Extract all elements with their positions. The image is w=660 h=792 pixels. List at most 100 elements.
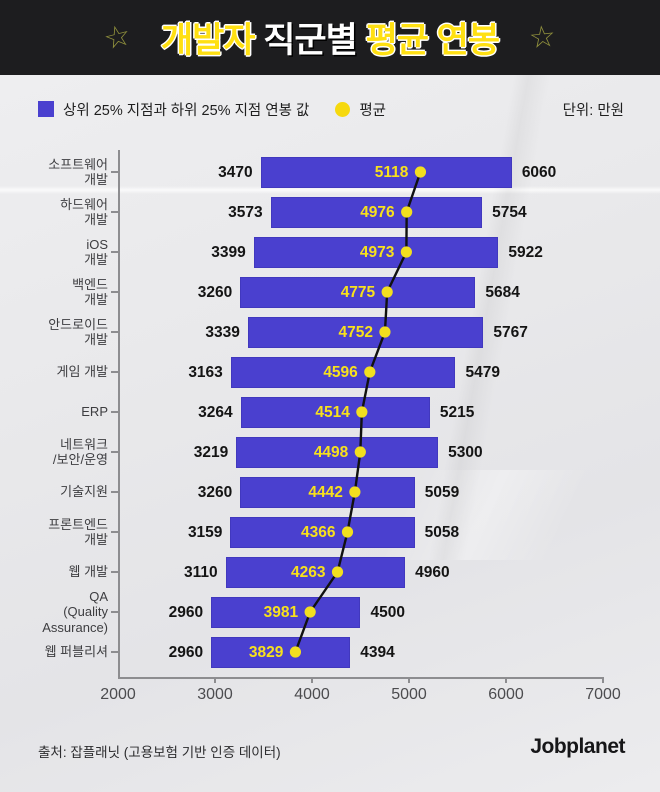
min-value-label: 3260: [197, 483, 233, 501]
average-value-label: 3829: [248, 643, 284, 661]
page-title: 개발자 직군별 평균 연봉: [160, 12, 501, 63]
legend-average-dot-icon: [335, 101, 351, 117]
category-label: ERP: [81, 404, 108, 420]
paper-crease: [0, 60, 660, 560]
min-value-label: 3260: [197, 283, 233, 301]
min-value-label: 3399: [211, 243, 246, 261]
source-note: 출처: 잡플래닛 (고용보험 기반 인증 데이터): [38, 745, 281, 760]
max-value-label: 5767: [493, 323, 528, 341]
header-bar: ☆ 개발자 직군별 평균 연봉 ☆: [0, 0, 660, 75]
range-bar: [247, 316, 484, 348]
category-tick: [111, 571, 118, 573]
average-dot: [356, 406, 368, 418]
average-dot: [354, 446, 366, 458]
x-axis-tick-label: 6000: [488, 686, 524, 703]
average-value-label: 4596: [323, 363, 358, 381]
max-value-label: 5479: [465, 363, 500, 381]
max-value-label: 4394: [360, 643, 395, 661]
max-value-label: 5300: [448, 443, 483, 461]
x-axis-tick: [602, 677, 604, 683]
average-value-label: 4514: [315, 403, 350, 421]
star-icon: ☆: [100, 17, 135, 57]
average-value-label: 4976: [360, 203, 395, 221]
jobplanet-logo: Jobplanet: [530, 735, 625, 758]
max-value-label: 4500: [370, 603, 405, 621]
average-dot: [304, 606, 316, 618]
max-value-label: 4960: [415, 563, 450, 581]
min-value-label: 3339: [205, 323, 240, 341]
x-axis-tick-label: 7000: [585, 686, 621, 703]
category-tick: [111, 171, 118, 173]
category-label: 웹 개발: [68, 564, 109, 580]
legend-range-swatch: [38, 101, 54, 117]
min-value-label: 3264: [198, 403, 233, 421]
category-tick: [111, 331, 118, 333]
average-trend-line: [294, 171, 422, 653]
category-tick: [111, 491, 118, 493]
max-value-label: 5215: [439, 403, 475, 421]
x-axis-tick-label: 2000: [100, 686, 136, 703]
average-value-label: 4752: [338, 323, 373, 341]
paper-crease: [0, 186, 660, 194]
average-value-label: 4775: [340, 283, 376, 301]
legend-range-label: 상위 25% 지점과 하위 25% 지점 연봉 값: [63, 102, 310, 119]
average-dot: [379, 326, 391, 338]
average-dot: [349, 486, 361, 498]
category-tick: [111, 371, 118, 373]
star-icon: ☆: [527, 19, 558, 55]
x-axis-tick: [505, 677, 507, 683]
category-label: 소프트웨어 개발: [48, 156, 108, 188]
x-axis-tick: [214, 677, 216, 683]
title-part-developer: 개발자: [160, 21, 264, 60]
average-dot: [381, 286, 393, 298]
average-value-label: 4366: [301, 523, 336, 541]
range-bar: [240, 476, 415, 508]
x-axis-tick-label: 5000: [391, 686, 427, 703]
range-bar: [240, 276, 476, 308]
average-dot: [331, 566, 344, 578]
min-value-label: 2960: [168, 643, 204, 661]
category-label: 웹 퍼블리셔: [44, 644, 108, 660]
range-bar: [211, 636, 351, 668]
range-bar: [225, 556, 406, 588]
range-bar: [211, 596, 361, 628]
category-label: 게임 개발: [56, 364, 108, 380]
average-dot: [364, 366, 376, 378]
min-value-label: 3573: [228, 203, 263, 221]
average-dot: [341, 526, 354, 538]
category-label: 프론트엔드 개발: [48, 516, 108, 548]
category-label: QA (Quality Assurance): [42, 588, 108, 635]
min-value-label: 2960: [168, 603, 204, 621]
category-label: iOS 개발: [84, 236, 108, 268]
category-label: 백엔드 개발: [72, 276, 108, 308]
legend-average-label: 평균: [359, 102, 387, 119]
title-part-by-job: 직군별: [263, 21, 366, 60]
average-value-label: 5118: [374, 163, 409, 181]
average-dot: [400, 246, 412, 258]
title-part-avg-salary: 평균 연봉: [365, 21, 501, 60]
average-dot: [414, 166, 427, 178]
category-label: 네트워크/보안/운영: [52, 436, 108, 468]
average-value-label: 4442: [308, 483, 343, 501]
category-tick: [111, 251, 118, 253]
category-tick: [111, 211, 118, 213]
x-axis-tick: [408, 677, 410, 683]
average-value-label: 4498: [313, 443, 349, 461]
range-bar: [230, 516, 415, 548]
range-bar: [230, 356, 456, 388]
range-bar: [236, 436, 439, 468]
category-tick: [111, 411, 118, 413]
max-value-label: 6060: [521, 163, 557, 181]
category-label: 안드로이드 개발: [48, 316, 108, 348]
average-value-label: 4973: [359, 243, 395, 261]
x-axis-line: [118, 677, 603, 679]
category-tick: [111, 291, 118, 293]
range-bar: [253, 236, 499, 268]
paper-crease: [0, 470, 660, 560]
x-axis-tick-label: 3000: [197, 686, 233, 703]
max-value-label: 5059: [424, 483, 460, 501]
max-value-label: 5922: [508, 243, 543, 261]
average-dot: [401, 206, 413, 218]
range-bar: [270, 196, 483, 228]
